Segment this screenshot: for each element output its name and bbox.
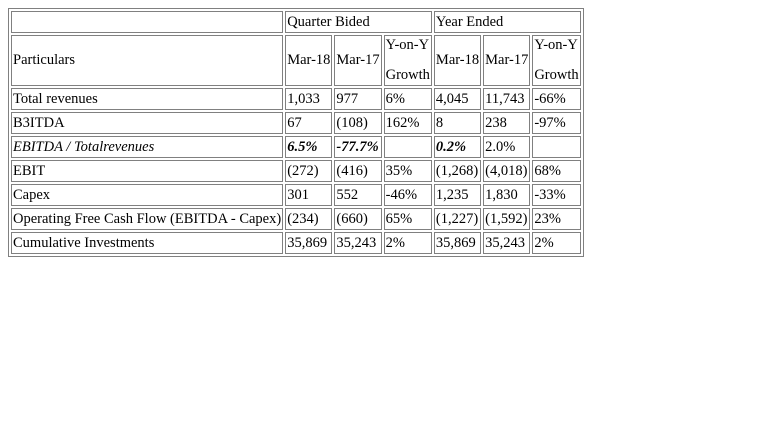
- year-group-header: Year Ended: [433, 11, 581, 33]
- quarter-mar18-value: 67: [285, 112, 333, 134]
- year-yoy-line1: Y-on-Y: [534, 37, 578, 53]
- quarter-mar17-value: 552: [334, 184, 382, 206]
- year-growth-value: -33%: [532, 184, 581, 206]
- table-row: Cumulative Investments 35,869 35,243 2% …: [11, 232, 581, 254]
- row-label: Operating Free Cash Flow (EBITDA - Capex…: [11, 208, 284, 230]
- row-label: Capex: [11, 184, 284, 206]
- table-row: Capex 301 552 -46% 1,235 1,830 -33%: [11, 184, 581, 206]
- table-row: B3ITDA 67 (108) 162% 8 238 -97%: [11, 112, 581, 134]
- year-growth-value: -66%: [532, 88, 581, 110]
- particulars-header: Particulars: [11, 35, 284, 86]
- empty-corner-cell: [11, 11, 284, 33]
- quarter-mar18-value: (234): [285, 208, 333, 230]
- year-mar17-value: 35,243: [483, 232, 531, 254]
- quarter-mar17-value: (108): [334, 112, 382, 134]
- year-mar17-value: 1,830: [483, 184, 531, 206]
- year-mar17-value: 11,743: [483, 88, 531, 110]
- financial-summary-table: Quarter Bided Year Ended Particulars Mar…: [8, 8, 584, 257]
- table-row: EBIT (272) (416) 35% (1,268) (4,018) 68%: [11, 160, 581, 182]
- row-label: Total revenues: [11, 88, 284, 110]
- year-mar18-value: 4,045: [433, 88, 482, 110]
- quarter-mar18-value: 1,033: [285, 88, 333, 110]
- row-label: EBIT: [11, 160, 284, 182]
- row-label: Cumulative Investments: [11, 232, 284, 254]
- quarter-growth-value: 35%: [383, 160, 432, 182]
- year-growth-value: -97%: [532, 112, 581, 134]
- row-label: B3ITDA: [11, 112, 284, 134]
- quarter-mar17-value: (416): [334, 160, 382, 182]
- quarter-mar18-header: Mar-18: [285, 35, 333, 86]
- quarter-yoy-header: Y-on-Y Growth: [383, 35, 432, 86]
- year-mar18-value: (1,227): [433, 208, 482, 230]
- table-row: Total revenues 1,033 977 6% 4,045 11,743…: [11, 88, 581, 110]
- year-mar18-value: 0.2%: [433, 136, 482, 158]
- financial-table-container: Quarter Bided Year Ended Particulars Mar…: [8, 8, 584, 257]
- year-mar17-value: (4,018): [483, 160, 531, 182]
- quarter-mar17-value: 977: [334, 88, 382, 110]
- quarter-growth-value: -46%: [383, 184, 432, 206]
- year-yoy-line2: Growth: [534, 67, 579, 83]
- year-mar18-value: (1,268): [433, 160, 482, 182]
- table-row: EBITDA / Totalrevenues 6.5% -77.7% 0.2% …: [11, 136, 581, 158]
- quarter-yoy-line2: Growth: [385, 67, 430, 83]
- quarter-growth-value: 2%: [383, 232, 432, 254]
- quarter-mar18-value: 301: [285, 184, 333, 206]
- quarter-mar18-value: 6.5%: [285, 136, 333, 158]
- year-mar17-header: Mar-17: [483, 35, 531, 86]
- year-mar18-value: 8: [433, 112, 482, 134]
- quarter-mar18-value: (272): [285, 160, 333, 182]
- quarter-group-header: Quarter Bided: [285, 11, 432, 33]
- year-growth-value: 2%: [532, 232, 581, 254]
- year-growth-value: 23%: [532, 208, 581, 230]
- year-mar18-header: Mar-18: [433, 35, 482, 86]
- quarter-mar17-value: (660): [334, 208, 382, 230]
- quarter-growth-value: [383, 136, 432, 158]
- year-growth-value: [532, 136, 581, 158]
- column-header-row: Particulars Mar-18 Mar-17 Y-on-Y Growth …: [11, 35, 581, 86]
- group-header-row: Quarter Bided Year Ended: [11, 11, 581, 33]
- quarter-growth-value: 6%: [383, 88, 432, 110]
- year-mar17-value: 2.0%: [483, 136, 531, 158]
- quarter-growth-value: 65%: [383, 208, 432, 230]
- table-row: Operating Free Cash Flow (EBITDA - Capex…: [11, 208, 581, 230]
- year-yoy-header: Y-on-Y Growth: [532, 35, 581, 86]
- year-mar17-value: (1,592): [483, 208, 531, 230]
- year-mar17-value: 238: [483, 112, 531, 134]
- year-mar18-value: 1,235: [433, 184, 482, 206]
- quarter-mar17-value: -77.7%: [334, 136, 382, 158]
- quarter-mar17-header: Mar-17: [334, 35, 382, 86]
- quarter-yoy-line1: Y-on-Y: [385, 37, 430, 53]
- row-label: EBITDA / Totalrevenues: [11, 136, 284, 158]
- quarter-growth-value: 162%: [383, 112, 432, 134]
- year-growth-value: 68%: [532, 160, 581, 182]
- quarter-mar17-value: 35,243: [334, 232, 382, 254]
- year-mar18-value: 35,869: [433, 232, 482, 254]
- quarter-mar18-value: 35,869: [285, 232, 333, 254]
